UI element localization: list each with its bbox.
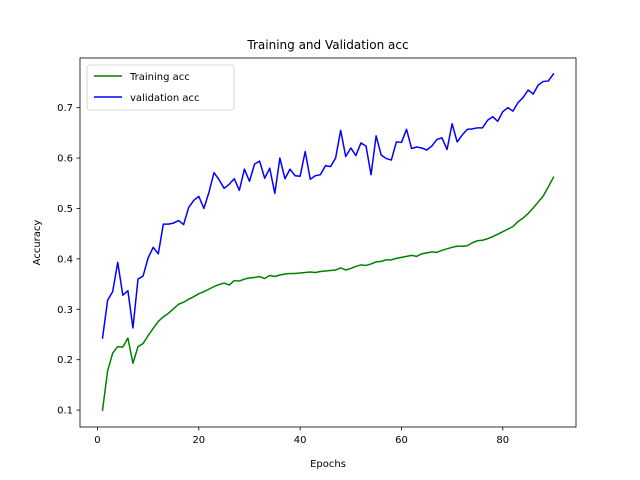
legend: Training acc validation acc [86,64,235,111]
y-tick-label: 0.3 [57,305,73,316]
axes-frame [79,57,577,428]
y-axis: 0.1 0.2 0.3 0.4 0.5 0.6 0.7 [57,103,80,417]
x-tick-label: 60 [395,435,408,446]
y-tick-label: 0.7 [57,103,73,114]
y-tick-label: 0.1 [57,406,73,417]
x-tick-label: 40 [294,435,307,446]
x-axis-label: Epochs [310,459,346,470]
x-tick-label: 0 [94,435,100,446]
y-tick-label: 0.5 [57,204,73,215]
x-tick-label: 20 [192,435,205,446]
plot-area: 0 20 40 60 80 0.1 0.2 0.3 0.4 0.5 0.6 0.7 [57,57,577,446]
series-line-training-acc [101,176,555,411]
x-tick-label: 80 [496,435,509,446]
y-tick-label: 0.6 [57,154,73,165]
y-tick-label: 0.2 [57,355,73,366]
series-line-validation-acc [101,72,555,339]
legend-label-training: Training acc [129,72,190,83]
x-axis: 0 20 40 60 80 [94,427,509,446]
legend-box [86,64,235,111]
y-tick-label: 0.4 [57,254,73,265]
legend-label-validation: validation acc [130,93,200,104]
series-layer [101,72,555,411]
y-axis-label: Accuracy [32,220,43,266]
chart-title: Training and Validation acc [246,38,408,52]
